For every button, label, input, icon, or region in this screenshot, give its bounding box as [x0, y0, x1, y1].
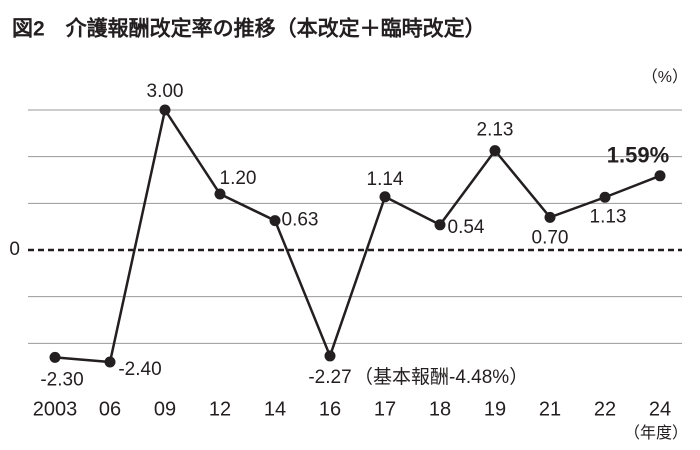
y-tick-label: 0	[9, 239, 20, 260]
point	[324, 350, 336, 362]
point	[654, 170, 666, 182]
value-label: 0.54	[448, 217, 485, 238]
x-tick-label: 22	[594, 398, 616, 420]
annotation: （基本報酬-4.48%）	[354, 366, 528, 388]
point	[544, 211, 556, 223]
x-tick-label: 2003	[33, 398, 78, 420]
value-label: 2.13	[477, 120, 514, 141]
point	[214, 188, 226, 200]
chart-title: 図2 介護報酬改定率の推移（本改定＋臨時改定）	[12, 17, 486, 41]
point	[489, 145, 501, 157]
point	[104, 356, 116, 368]
value-label: 3.00	[147, 81, 184, 102]
point	[599, 191, 611, 203]
point	[49, 351, 61, 363]
line	[54, 106, 661, 364]
value-label: 0.63	[282, 210, 319, 231]
x-tick-label: 17	[374, 398, 396, 420]
x-tick-label: 21	[539, 398, 561, 420]
x-tick-label: 06	[99, 398, 121, 420]
x-tick-label: 18	[429, 398, 451, 420]
value-label: 1.13	[590, 206, 627, 227]
x-tick-label: 09	[154, 398, 176, 420]
value-label: -2.27	[308, 367, 351, 388]
x-tick-label: 24	[649, 398, 671, 420]
x-tick-label: 16	[319, 398, 341, 420]
point	[434, 219, 446, 231]
x-unit: （年度）	[624, 424, 688, 442]
value-label: 0.70	[532, 227, 569, 248]
value-label: 1.14	[367, 169, 404, 190]
point	[379, 191, 391, 203]
value-label: 1.20	[220, 168, 257, 189]
value-label: 1.59%	[607, 143, 669, 168]
x-tick-label: 12	[209, 398, 231, 420]
x-tick-label: 19	[484, 398, 506, 420]
value-label: -2.30	[40, 369, 83, 390]
point	[269, 215, 281, 227]
x-tick-label: 14	[264, 398, 286, 420]
y-unit: （%）	[642, 68, 688, 86]
point	[159, 104, 171, 116]
value-label: -2.40	[118, 359, 161, 380]
